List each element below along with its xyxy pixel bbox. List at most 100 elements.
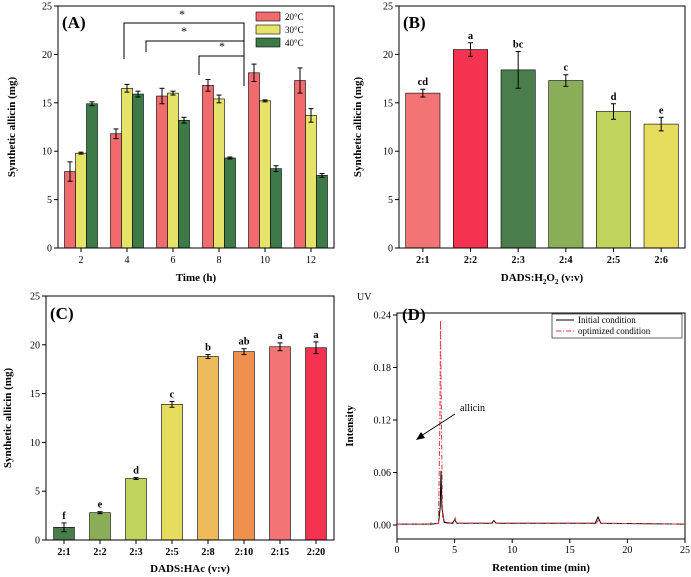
panel-b-ytick-label: 0 bbox=[388, 244, 393, 255]
panel-d-legend: Initial condition optimized condition bbox=[551, 313, 683, 339]
panel-b-significance-letter: a bbox=[468, 31, 474, 42]
panel-a-ticks: 2 4 6 8 10 12 0 5 10 15 20 25 bbox=[42, 2, 316, 267]
panel-b-bar bbox=[453, 49, 488, 249]
panel-b-xlabel-sub1: 2 bbox=[543, 278, 547, 286]
panel-c-xtick-label: 2:15 bbox=[271, 547, 289, 558]
panel-a-ytick-label: 15 bbox=[42, 98, 52, 109]
panel-b-xtick-label: 2:3 bbox=[511, 255, 524, 266]
panel-c-ytick-label: 5 bbox=[35, 487, 40, 498]
panel-b-significance-letter: c bbox=[563, 63, 568, 74]
panel-b-xtick-label: 2:4 bbox=[559, 255, 572, 266]
panel-b-xlabel-main: DADS:H bbox=[501, 272, 544, 284]
panel-b-xtick-label: 2:5 bbox=[607, 255, 620, 266]
panel-d-ytick-label: 0.24 bbox=[374, 311, 392, 322]
panel-b-bar bbox=[405, 92, 441, 249]
panel-c-bar bbox=[233, 351, 255, 541]
panel-d-xtick-label: 0 bbox=[395, 545, 400, 556]
legend-label-initial: Initial condition bbox=[578, 315, 636, 325]
panel-a-xtick-label: 6 bbox=[171, 255, 176, 266]
significance-bracket-2 bbox=[145, 40, 244, 52]
panel-a-bar bbox=[75, 152, 87, 249]
panel-a-ytick-label: 5 bbox=[47, 195, 52, 206]
allicin-label: allicin bbox=[460, 403, 485, 414]
significance-star-2: * bbox=[181, 24, 187, 38]
panel-c-xtick-label: 2:10 bbox=[235, 547, 253, 558]
panel-c-significance-letter: b bbox=[205, 343, 211, 354]
panel-d-xlabel: Retention time (min) bbox=[492, 562, 590, 574]
panel-a-bar bbox=[167, 92, 179, 249]
panel-a-bar bbox=[294, 80, 306, 249]
panel-a-bar bbox=[213, 98, 225, 249]
panel-c-xtick-label: 2:2 bbox=[93, 547, 106, 558]
panel-c-frame bbox=[45, 295, 335, 541]
panel-c-ticks: 2:1 2:2 2:3 2:5 2:8 2:10 2:15 2:20 0 5 10 15 20 25 bbox=[30, 292, 325, 559]
panel-b-label: (B) bbox=[403, 13, 426, 32]
panel-a-frame bbox=[57, 5, 335, 249]
panel-b-significance-letter: cd bbox=[418, 77, 429, 88]
panel-c-significance-letter: e bbox=[98, 500, 103, 511]
panel-b-ticks: 2:1 2:2 2:3 2:4 2:5 2:6 0 5 10 15 20 25 bbox=[383, 2, 668, 267]
panel-b-xlabel-tail: (v:v) bbox=[558, 272, 583, 284]
panel-a-ylabel: Synthetic allicin (mg) bbox=[6, 77, 18, 178]
panel-a-xtick-label: 12 bbox=[306, 255, 316, 266]
panel-c-xtick-label: 2:20 bbox=[307, 547, 325, 558]
legend-label-40c: 40°C bbox=[285, 38, 304, 48]
panel-a-xtick-label: 8 bbox=[217, 255, 222, 266]
panel-b-xtick-label: 2:1 bbox=[416, 255, 429, 266]
panel-a-bar bbox=[86, 103, 98, 249]
panel-d-xtick-label: 15 bbox=[565, 545, 575, 556]
panel-b-ytick-label: 15 bbox=[383, 98, 393, 109]
panel-b-bar bbox=[548, 80, 584, 249]
panel-d-legend-box bbox=[551, 313, 683, 339]
panel-a-significance: * * * bbox=[123, 7, 245, 86]
panel-d-annotation: allicin bbox=[416, 403, 485, 440]
panel-d-marks bbox=[397, 320, 686, 525]
panel-b-bar bbox=[596, 111, 631, 249]
panel-c-ytick-label: 20 bbox=[30, 340, 40, 351]
panel-b-significance-letter: bc bbox=[513, 39, 524, 50]
panel-a-legend: 20°C 30°C 40°C bbox=[255, 11, 304, 48]
panel-d-xtick-label: 10 bbox=[507, 545, 517, 556]
panel-a-bar bbox=[270, 168, 282, 249]
panel-b-ytick-label: 25 bbox=[383, 2, 393, 13]
panel-c-significance-letter: a bbox=[313, 330, 319, 341]
panel-a-marks bbox=[64, 63, 328, 249]
panel-a-xtick-label: 10 bbox=[260, 255, 270, 266]
panel-a-xtick-label: 2 bbox=[79, 255, 84, 266]
panel-c-bar bbox=[305, 347, 327, 541]
panel-c-xtick-label: 2:8 bbox=[201, 547, 214, 558]
panel-c-marks: f e d c b ab a a bbox=[53, 330, 327, 541]
allicin-arrow-head bbox=[416, 432, 425, 440]
panel-a-ytick-label: 10 bbox=[42, 147, 52, 158]
panel-a-bar bbox=[316, 175, 328, 249]
panel-d-xtick-label: 20 bbox=[622, 545, 632, 556]
panel-a-bar bbox=[121, 87, 133, 249]
panel-a-ytick-label: 25 bbox=[42, 2, 52, 13]
panel-a-bar bbox=[156, 95, 168, 249]
significance-star-1: * bbox=[179, 7, 185, 21]
significance-star-3: * bbox=[219, 39, 225, 53]
legend-swatch-30c bbox=[255, 24, 281, 35]
panel-b-xlabel-sub2: 2 bbox=[555, 278, 559, 286]
panel-b-ytick-label: 5 bbox=[388, 195, 393, 206]
panel-d-frame bbox=[396, 312, 686, 540]
significance-bracket-1 bbox=[123, 22, 245, 86]
panel-c-bar bbox=[197, 356, 219, 541]
panel-c-xtick-label: 2:1 bbox=[57, 547, 70, 558]
panel-d-xtick-label: 5 bbox=[452, 545, 457, 556]
panel-c-significance-letter: f bbox=[62, 511, 66, 522]
panel-b-significance-letter: e bbox=[659, 105, 664, 116]
panel-a-bar bbox=[132, 93, 144, 249]
legend-swatch-20c bbox=[255, 11, 281, 22]
panel-b-ylabel: Synthetic allicin (mg) bbox=[352, 77, 364, 178]
panel-a-ytick-label: 0 bbox=[47, 244, 52, 255]
panel-d-ticks: 0 5 10 15 20 25 0.00 0.06 0.12 0.18 0.24 bbox=[374, 311, 691, 557]
panel-c-bar bbox=[269, 346, 291, 541]
panel-a-bar bbox=[178, 119, 190, 249]
panel-a-bar bbox=[305, 115, 317, 249]
panel-b-xlabel-mid: O bbox=[546, 272, 555, 284]
panel-d-unit-label: UV bbox=[357, 292, 372, 303]
panel-c-xlabel: DADS:HAc (v:v) bbox=[150, 563, 230, 575]
panel-c-ytick-label: 0 bbox=[35, 536, 40, 547]
panel-c-ytick-label: 25 bbox=[30, 292, 40, 303]
